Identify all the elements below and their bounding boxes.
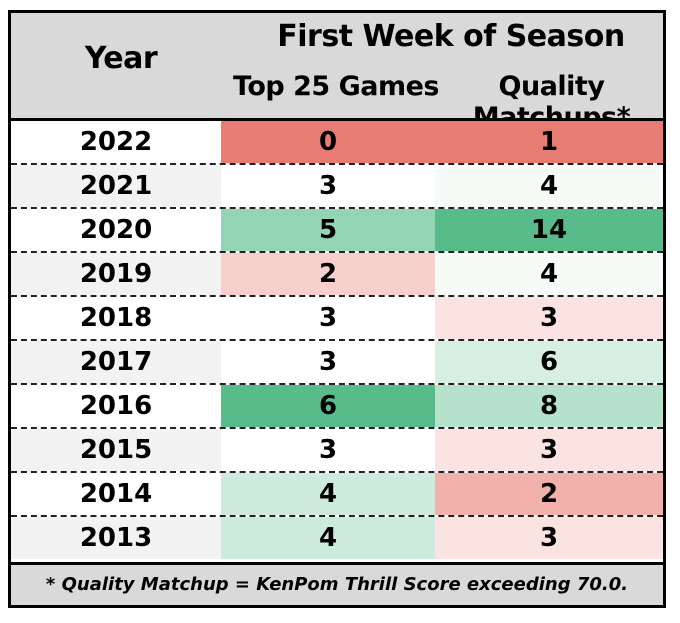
table-row: 2013 4 3 (11, 517, 663, 561)
top25-games-cell: 0 (221, 121, 435, 163)
year-cell: 2013 (11, 517, 221, 559)
table-header: Year First Week of Season Top 25 Games Q… (11, 13, 663, 133)
table-row: 2017 3 6 (11, 341, 663, 385)
table-row: 2021 3 4 (11, 165, 663, 209)
year-cell: 2019 (11, 253, 221, 295)
year-cell: 2015 (11, 429, 221, 471)
quality-matchups-cell: 2 (435, 473, 663, 515)
top25-games-cell: 2 (221, 253, 435, 295)
top25-column-header: Top 25 Games (233, 71, 439, 102)
table-row: 2015 3 3 (11, 429, 663, 473)
top25-games-cell: 4 (221, 517, 435, 559)
year-cell: 2014 (11, 473, 221, 515)
quality-matchups-cell: 4 (435, 253, 663, 295)
table-row: 2020 5 14 (11, 209, 663, 253)
top25-games-cell: 4 (221, 473, 435, 515)
table-frame: Year First Week of Season Top 25 Games Q… (8, 10, 666, 608)
quality-matchups-cell: 4 (435, 165, 663, 207)
quality-matchups-cell: 6 (435, 341, 663, 383)
year-cell: 2016 (11, 385, 221, 427)
top25-games-cell: 6 (221, 385, 435, 427)
quality-matchups-cell: 1 (435, 121, 663, 163)
quality-matchups-cell: 8 (435, 385, 663, 427)
top25-games-cell: 5 (221, 209, 435, 251)
quality-matchups-cell: 3 (435, 297, 663, 339)
year-cell: 2017 (11, 341, 221, 383)
year-cell: 2021 (11, 165, 221, 207)
top25-games-cell: 3 (221, 429, 435, 471)
table-row: 2019 2 4 (11, 253, 663, 297)
footnote: * Quality Matchup = KenPom Thrill Score … (45, 574, 629, 595)
year-cell: 2018 (11, 297, 221, 339)
year-cell: 2022 (11, 121, 221, 163)
table-row: 2022 0 1 (11, 121, 663, 165)
table-row: 2018 3 3 (11, 297, 663, 341)
top25-games-cell: 3 (221, 297, 435, 339)
table-body: 2022 0 1 2021 3 4 2020 5 14 2019 2 4 2018 3 3 2017 3 6 201… (11, 121, 663, 561)
quality-matchups-cell: 3 (435, 429, 663, 471)
table-row: 2016 6 8 (11, 385, 663, 429)
table-footer: * Quality Matchup = KenPom Thrill Score … (11, 562, 663, 605)
top25-games-cell: 3 (221, 165, 435, 207)
year-cell: 2020 (11, 209, 221, 251)
table-row: 2014 4 2 (11, 473, 663, 517)
quality-matchups-cell: 14 (435, 209, 663, 251)
quality-matchups-cell: 3 (435, 517, 663, 559)
year-column-header: Year (84, 41, 158, 76)
group-header: First Week of Season (277, 19, 625, 54)
top25-games-cell: 3 (221, 341, 435, 383)
